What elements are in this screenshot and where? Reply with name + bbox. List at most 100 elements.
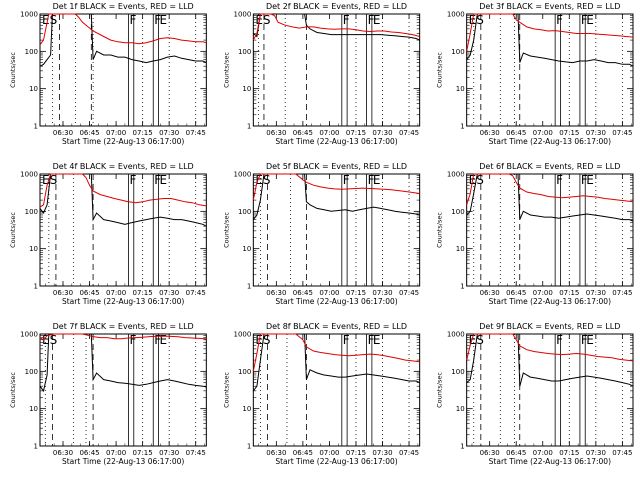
y-tick-label: 1 [460,283,464,291]
x-tick-label: 07:00 [533,289,553,297]
marker-label: E [373,333,381,347]
x-tick-label: 07:00 [319,129,339,137]
x-tick-label: 06:30 [266,449,286,457]
series-line-lld [466,173,634,205]
x-tick-label: 07:30 [586,289,606,297]
y-tick-label: 100 [451,208,464,216]
y-tick-label: 100 [238,48,251,56]
x-tick-label: 07:15 [559,129,579,137]
marker-label: F [343,333,350,347]
x-axis-label: Start Time (22-Aug-13 06:17:00) [275,137,397,146]
x-tick-label: 06:45 [293,129,313,137]
y-tick-label: 10 [242,405,251,413]
chart-title: Det 1f BLACK = Events, RED = LLD [53,2,194,11]
series-line-events [466,13,634,67]
detector-chart-3: Det 3f BLACK = Events, RED = LLD 1 10 100 10… [436,2,634,146]
y-tick-label: 100 [25,368,38,376]
y-axis-label: Counts/sec [9,372,17,408]
y-axis-label: Counts/sec [436,52,444,88]
x-tick-label: 07:30 [159,289,179,297]
detector-chart-6: Det 6f BLACK = Events, RED = LLD 1 10 100 10… [436,162,634,306]
marker-label: E [160,173,168,187]
x-axis-label: Start Time (22-Aug-13 06:17:00) [275,297,397,306]
y-tick-label: 1000 [20,11,38,19]
y-tick-label: 10 [29,85,38,93]
y-tick-label: 10 [242,245,251,253]
marker-label: F [154,13,161,27]
series-line-events [252,333,420,392]
y-tick-label: 10 [242,85,251,93]
series-line-lld [466,333,634,362]
y-tick-label: 100 [451,48,464,56]
y-tick-label: 100 [25,48,38,56]
x-tick-label: 06:45 [506,449,526,457]
x-tick-label: 07:15 [346,449,366,457]
y-tick-label: 1 [34,283,38,291]
y-tick-label: 10 [456,85,465,93]
detector-chart-7: Det 7f BLACK = Events, RED = LLD 1 10 100 10… [9,322,207,466]
y-tick-label: 1 [460,123,464,131]
y-tick-label: 1000 [20,171,38,179]
y-axis-label: Counts/sec [436,212,444,248]
x-tick-label: 07:30 [586,449,606,457]
marker-label: E [586,333,594,347]
x-axis-label: Start Time (22-Aug-13 06:17:00) [62,457,184,466]
y-tick-label: 1 [247,443,251,451]
x-tick-label: 06:45 [506,289,526,297]
x-tick-label: 07:45 [612,289,632,297]
series-line-lld [466,13,634,52]
x-tick-label: 07:15 [133,449,153,457]
marker-label: F [556,173,563,187]
marker-label: E [586,13,594,27]
x-tick-label: 07:15 [346,289,366,297]
y-tick-label: 1000 [447,11,465,19]
y-axis-label: Counts/sec [222,212,230,248]
marker-label: F [581,13,588,27]
y-tick-label: 100 [25,208,38,216]
x-axis-label: Start Time (22-Aug-13 06:17:00) [489,457,611,466]
marker-label: E [160,13,168,27]
x-tick-label: 07:45 [186,129,206,137]
y-tick-label: 1000 [447,331,465,339]
series-line-events [39,333,207,393]
plot-frame [252,173,421,287]
y-tick-label: 1000 [20,331,38,339]
chart-title: Det 5f BLACK = Events, RED = LLD [266,162,407,171]
y-tick-label: 10 [29,245,38,253]
y-tick-label: 1000 [234,331,252,339]
detector-chart-2: Det 2f BLACK = Events, RED = LLD 1 10 100 10… [222,2,421,146]
x-tick-label: 06:45 [506,129,526,137]
x-tick-label: 07:00 [319,289,339,297]
x-tick-label: 07:00 [319,449,339,457]
marker-label: F [368,333,375,347]
marker-label: F [368,13,375,27]
marker-label: E [160,333,168,347]
y-tick-label: 1 [34,443,38,451]
y-axis-label: Counts/sec [9,212,17,248]
y-tick-label: 1 [247,283,251,291]
y-tick-label: 10 [456,245,465,253]
x-tick-label: 07:45 [612,449,632,457]
x-tick-label: 07:15 [133,289,153,297]
x-axis-label: Start Time (22-Aug-13 06:17:00) [489,297,611,306]
x-tick-label: 06:30 [266,129,286,137]
y-tick-label: 1000 [234,11,252,19]
chart-title: Det 2f BLACK = Events, RED = LLD [266,2,407,11]
series-line-events [252,173,420,220]
detector-chart-5: Det 5f BLACK = Events, RED = LLD 1 10 100 10… [222,162,421,306]
x-tick-label: 07:30 [372,449,392,457]
detector-chart-8: Det 8f BLACK = Events, RED = LLD 1 10 100 10… [222,322,421,466]
y-tick-label: 1000 [447,171,465,179]
x-tick-label: 06:30 [480,449,500,457]
plot-frame [466,333,634,447]
y-tick-label: 100 [451,368,464,376]
x-tick-label: 06:30 [53,129,73,137]
marker-label: F [556,333,563,347]
marker-label: F [154,173,161,187]
chart-title: Det 4f BLACK = Events, RED = LLD [53,162,194,171]
x-tick-label: 07:15 [133,129,153,137]
series-line-lld [252,13,420,41]
marker-label: F [343,13,350,27]
y-tick-label: 100 [238,368,251,376]
marker-label: E [373,173,381,187]
